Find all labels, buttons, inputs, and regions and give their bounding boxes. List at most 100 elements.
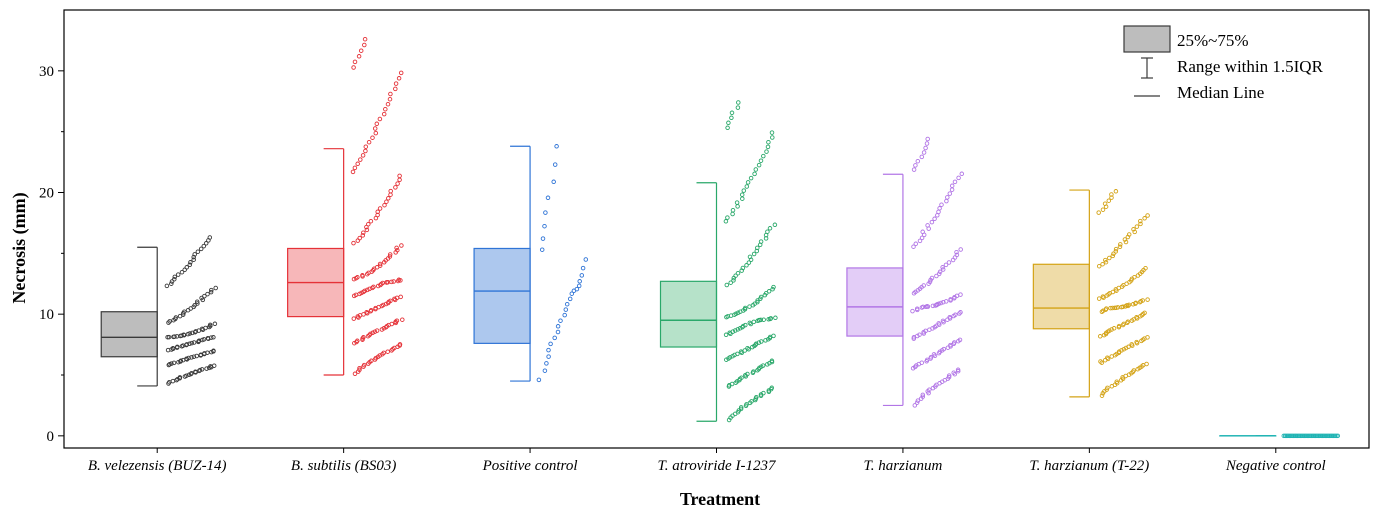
data-point [372, 126, 378, 131]
box-iqr [1032, 263, 1090, 330]
data-point [1316, 433, 1321, 439]
data-point [1306, 433, 1311, 439]
data-point [745, 345, 750, 351]
data-point [208, 289, 214, 295]
data-point [734, 379, 740, 384]
data-point [1299, 433, 1305, 439]
data-point [395, 181, 400, 186]
data-point [936, 301, 942, 307]
data-point [552, 162, 558, 167]
data-point [730, 207, 736, 213]
data-point [1100, 207, 1106, 212]
data-point [1329, 433, 1335, 439]
data-point [914, 400, 920, 405]
data-point [1281, 433, 1287, 439]
data-point [766, 139, 771, 145]
data-point [1321, 433, 1327, 439]
data-point [188, 260, 193, 265]
data-point [1100, 308, 1106, 314]
data-point [952, 340, 957, 345]
box-group [659, 100, 778, 423]
data-point [351, 276, 357, 282]
data-point [772, 222, 778, 228]
data-point [945, 195, 950, 200]
data-point [723, 219, 729, 224]
data-point [1285, 433, 1291, 439]
data-point [761, 153, 766, 159]
data-point [944, 198, 949, 204]
data-point [189, 355, 194, 360]
data-point [1114, 351, 1119, 357]
data-point [1107, 255, 1112, 261]
data-point [751, 319, 757, 325]
data-point [748, 321, 754, 327]
data-point [169, 361, 174, 366]
data-point [172, 274, 178, 280]
data-point [937, 269, 943, 275]
data-point [554, 144, 559, 149]
data-point [739, 192, 745, 197]
data-point [355, 314, 360, 319]
data-point [195, 301, 200, 306]
data-point [936, 321, 941, 326]
data-point [202, 351, 207, 356]
data-point [1296, 433, 1302, 439]
data-point [913, 241, 919, 247]
y-tick-label: 30 [39, 64, 54, 80]
data-point [740, 265, 746, 271]
y-axis-title: Necrosis (mm) [9, 192, 30, 303]
data-point [396, 277, 402, 283]
data-point [1125, 319, 1131, 324]
data-point [1111, 251, 1116, 256]
data-point [1104, 306, 1109, 311]
data-point [364, 227, 370, 233]
data-point [368, 331, 373, 337]
data-point [186, 355, 191, 361]
data-point [769, 385, 775, 391]
data-point [946, 374, 952, 380]
data-point [212, 321, 218, 327]
data-point [546, 354, 551, 359]
data-point [373, 355, 379, 361]
data-point [352, 340, 357, 346]
data-point [1123, 345, 1129, 351]
data-point [911, 244, 916, 249]
data-point [761, 317, 766, 322]
data-point [929, 275, 935, 281]
data-point [175, 272, 181, 277]
data-point [741, 188, 747, 193]
data-point [939, 202, 944, 207]
data-point [952, 179, 958, 185]
x-tick-label: Positive control [482, 458, 578, 474]
legend-box-swatch [1123, 25, 1171, 53]
data-point [914, 306, 920, 311]
data-point [364, 310, 369, 315]
data-point [940, 265, 945, 270]
data-point [753, 341, 759, 346]
data-point [746, 347, 751, 352]
data-point [954, 249, 959, 255]
data-point [184, 342, 190, 347]
data-point [545, 195, 551, 201]
data-point [377, 116, 383, 122]
data-point [756, 162, 762, 168]
data-point [919, 235, 925, 241]
legend-label: 25%~75% [1177, 31, 1249, 50]
data-point [1119, 348, 1124, 353]
data-point [395, 247, 400, 253]
box-group [287, 36, 405, 377]
data-point [172, 334, 177, 339]
data-point [725, 125, 730, 131]
data-point [169, 279, 175, 284]
data-point [384, 199, 389, 204]
data-point [172, 276, 177, 282]
data-point [555, 324, 561, 329]
data-point [1129, 342, 1134, 347]
data-point [752, 171, 757, 177]
data-point [951, 370, 956, 375]
y-axis: 0 10 20 30 [39, 64, 64, 445]
data-point [357, 365, 362, 371]
data-point [735, 327, 741, 332]
data-point [729, 115, 734, 121]
data-point [358, 157, 363, 162]
